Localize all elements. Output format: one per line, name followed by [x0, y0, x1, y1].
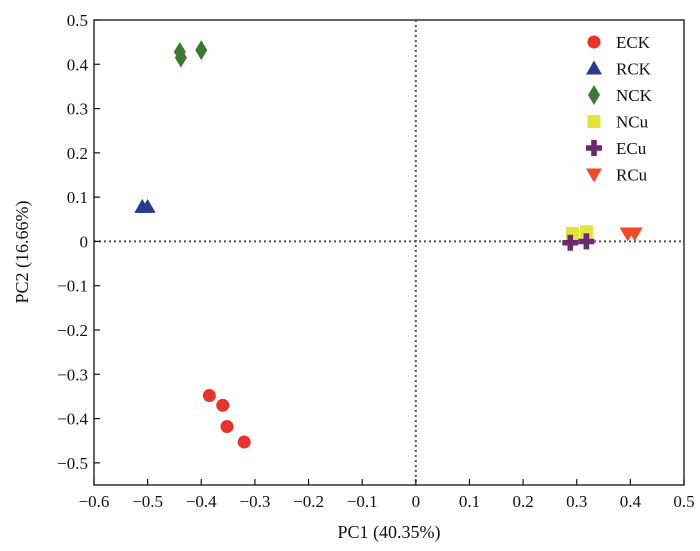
data-points	[134, 40, 643, 449]
legend-label-nck: NCK	[616, 86, 653, 105]
y-tick-label: 0	[80, 232, 89, 251]
y-tick-label: −0.3	[57, 365, 88, 384]
y-tick-label: 0.4	[67, 55, 89, 74]
legend-marker-ecu	[586, 140, 602, 156]
data-point-eck	[220, 420, 234, 434]
data-point-ecu	[578, 233, 595, 250]
data-point-eck	[237, 435, 251, 449]
legend-marker-rck	[586, 60, 602, 75]
x-tick-label: 0.2	[512, 492, 533, 511]
legend-label-ecu: ECu	[616, 139, 647, 158]
legend-label-eck: ECK	[616, 33, 651, 52]
data-point-nck	[174, 47, 187, 68]
data-point-ecu	[562, 234, 579, 251]
y-tick-label: 0.5	[67, 11, 88, 30]
y-tick-label: −0.5	[57, 454, 88, 473]
legend-label-rcu: RCu	[616, 166, 648, 185]
legend-label-rck: RCK	[616, 60, 652, 79]
y-tick-label: −0.1	[57, 277, 88, 296]
data-point-rcu	[626, 227, 643, 242]
x-tick-label: −0.2	[293, 492, 324, 511]
data-point-eck	[216, 398, 230, 412]
data-point-nck	[195, 40, 208, 61]
x-tick-label: −0.6	[79, 492, 110, 511]
legend-marker-ncu	[587, 115, 601, 128]
x-tick-label: 0.5	[673, 492, 694, 511]
x-tick-label: 0.3	[566, 492, 587, 511]
x-tick-label: 0	[412, 492, 421, 511]
data-point-rck	[139, 198, 156, 213]
x-tick-label: −0.4	[186, 492, 217, 511]
x-axis: −0.6 −0.5 −0.4 −0.3 −0.2 −0.1 0 0.1 0.2 0.3 0.4 0.5	[79, 479, 695, 511]
legend-marker-rcu	[586, 168, 602, 183]
x-tick-label: −0.5	[132, 492, 163, 511]
x-tick-label: −0.3	[239, 492, 270, 511]
y-axis: 0.5 0.4 0.3 0.2 0.1 0 −0.1 −0.2 −0.3 −0.4 −0.5	[57, 11, 100, 473]
legend-marker-eck	[587, 35, 601, 49]
legend-label-ncu: NCu	[616, 113, 649, 132]
plot-frame	[93, 19, 685, 486]
x-tick-label: 0.1	[459, 492, 480, 511]
data-point-eck	[202, 389, 216, 403]
y-tick-label: −0.4	[57, 410, 88, 429]
y-axis-title: PC2 (16.66%)	[12, 200, 33, 303]
x-tick-label: −0.1	[347, 492, 378, 511]
x-tick-label: 0.4	[620, 492, 642, 511]
y-tick-label: −0.2	[57, 321, 88, 340]
y-tick-label: 0.1	[67, 188, 88, 207]
y-tick-label: 0.3	[67, 100, 88, 119]
x-axis-title: PC1 (40.35%)	[338, 522, 441, 543]
data-point-ncu	[579, 225, 593, 239]
legend: ECK RCK NCK NCu ECu RCu	[586, 33, 653, 185]
legend-marker-nck	[588, 85, 600, 105]
y-tick-label: 0.2	[67, 144, 88, 163]
